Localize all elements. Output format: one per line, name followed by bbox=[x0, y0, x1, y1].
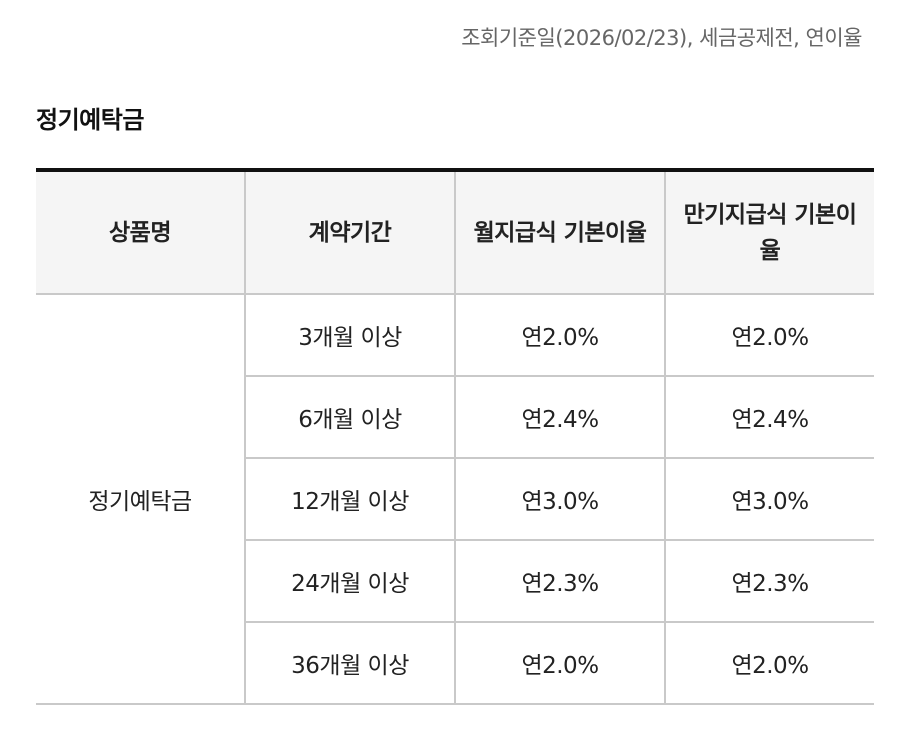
maturity-rate-cell: 연2.4% bbox=[665, 376, 874, 459]
header-product-name: 상품명 bbox=[36, 170, 246, 295]
header-maturity-rate: 만기지급식 기본이율 bbox=[665, 170, 874, 295]
monthly-rate-cell: 연2.0% bbox=[455, 294, 666, 377]
monthly-rate-cell: 연3.0% bbox=[455, 458, 666, 541]
period-cell: 24개월 이상 bbox=[245, 540, 456, 623]
inquiry-basis-note: 조회기준일(2026/02/23), 세금공제전, 연이율 bbox=[461, 26, 862, 50]
section-title: 정기예탁금 bbox=[36, 106, 144, 134]
maturity-rate-cell: 연2.0% bbox=[665, 622, 874, 705]
table-row: 정기예탁금 3개월 이상 연2.0% 연2.0% bbox=[36, 294, 874, 705]
period-cell: 12개월 이상 bbox=[245, 458, 456, 541]
table-row: 12개월 이상 연3.0% 연3.0% bbox=[36, 458, 874, 541]
period-cell: 3개월 이상 bbox=[245, 294, 456, 377]
table-row: 36개월 이상 연2.0% 연2.0% bbox=[36, 622, 874, 705]
interest-rate-table: 상품명 계약기간 월지급식 기본이율 만기지급식 기본이율 정기예탁금 3개월 … bbox=[36, 168, 874, 705]
monthly-rate-cell: 연2.3% bbox=[455, 540, 666, 623]
table-row: 6개월 이상 연2.4% 연2.4% bbox=[36, 376, 874, 459]
maturity-rate-cell: 연2.0% bbox=[665, 294, 874, 377]
maturity-rate-cell: 연3.0% bbox=[665, 458, 874, 541]
product-name-cell: 정기예탁금 bbox=[36, 294, 246, 705]
monthly-rate-cell: 연2.0% bbox=[455, 622, 666, 705]
header-contract-period: 계약기간 bbox=[245, 170, 456, 295]
table-header-row: 상품명 계약기간 월지급식 기본이율 만기지급식 기본이율 bbox=[36, 170, 874, 295]
header-monthly-rate: 월지급식 기본이율 bbox=[455, 170, 666, 295]
period-cell: 36개월 이상 bbox=[245, 622, 456, 705]
period-cell: 6개월 이상 bbox=[245, 376, 456, 459]
monthly-rate-cell: 연2.4% bbox=[455, 376, 666, 459]
maturity-rate-cell: 연2.3% bbox=[665, 540, 874, 623]
table-row: 24개월 이상 연2.3% 연2.3% bbox=[36, 540, 874, 623]
